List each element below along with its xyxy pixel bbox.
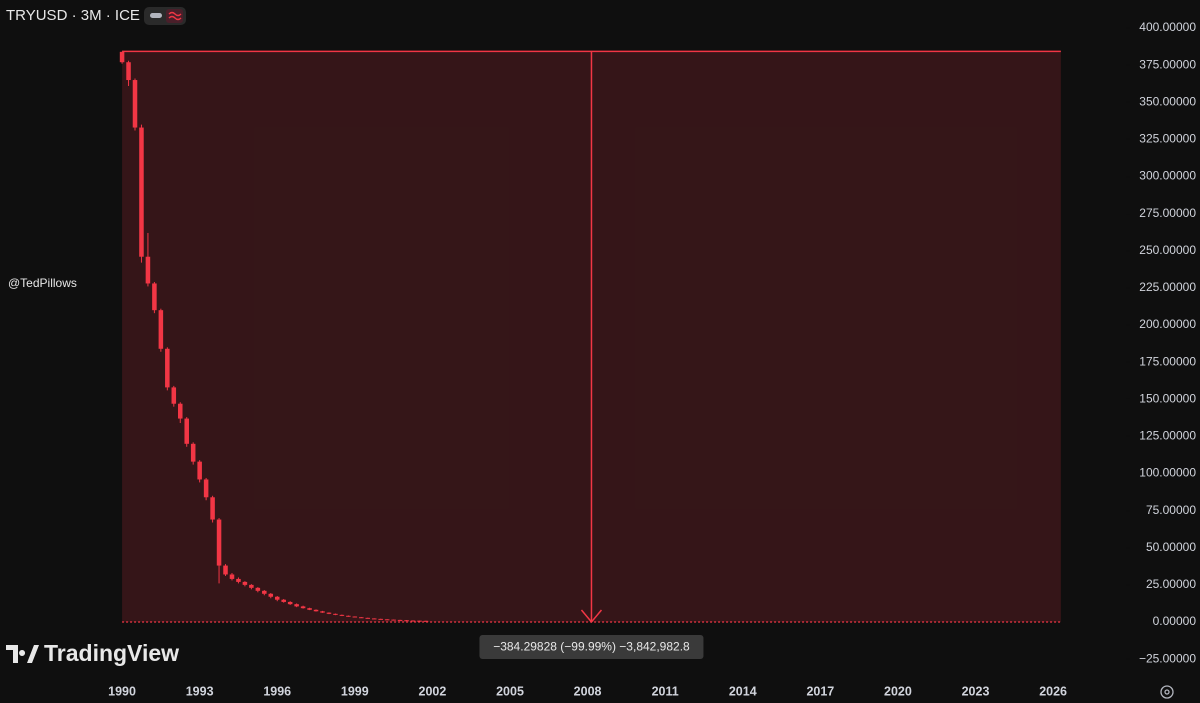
candle-body [171,387,177,404]
candle-body [197,461,202,480]
x-tick-label: 2005 [496,684,524,698]
watermark: @TedPillows [8,276,77,290]
candle-body [158,310,164,349]
candle-body [417,620,422,622]
candle-body [132,80,138,128]
x-tick-label: 2014 [729,684,757,698]
candle-body [242,581,248,585]
measure-label: −384.29828 (−99.99%) −3,842,982.8 [493,640,690,654]
y-tick-label: 400.00000 [1139,20,1196,34]
x-tick-label: 2023 [962,684,990,698]
candle-body [236,578,241,582]
candle-body [281,599,286,602]
y-tick-label: −25.00000 [1139,651,1196,665]
candle-body [339,614,345,616]
candle-body [210,497,215,520]
brand-logo: TradingView [6,640,179,666]
measure-arrowhead [580,609,603,624]
candle-body [152,283,157,311]
candle-body [139,127,144,257]
candle-body [397,619,403,621]
candle-body [229,574,235,579]
y-tick-label: 200.00000 [1139,317,1196,331]
candle-body [384,619,390,621]
x-tick-label: 2020 [884,684,912,698]
x-tick-label: 2017 [806,684,834,698]
candle-body [255,587,261,591]
candle-body [249,584,254,588]
y-tick-label: 100.00000 [1139,466,1196,480]
candle-body [294,604,299,607]
candle-body [352,616,358,618]
candle-body [365,617,371,619]
x-tick-label: 1990 [108,684,136,698]
y-tick-label: 175.00000 [1139,354,1196,368]
y-tick-label: 375.00000 [1139,57,1196,71]
candle-body [268,593,274,597]
candle-body [359,617,364,619]
y-tick-label: 0.00000 [1153,614,1197,628]
legend-toggles[interactable] [144,7,186,25]
y-tick-label: 25.00000 [1146,577,1196,591]
y-tick-label: 275.00000 [1139,206,1196,220]
candle-body [333,613,338,615]
candle-body [262,590,267,594]
candle-body [126,62,131,81]
x-tick-label: 2026 [1039,684,1067,698]
candle-body [423,620,429,622]
candle-body [371,618,377,620]
y-tick-label: 350.00000 [1139,94,1196,108]
y-tick-label: 125.00000 [1139,429,1196,443]
candle-body [313,609,319,612]
x-tick-label: 2008 [574,684,602,698]
x-tick-label: 2002 [419,684,447,698]
brand-name: TradingView [44,640,179,666]
candle-body [177,403,183,419]
y-tick-label: 225.00000 [1139,280,1196,294]
candle-body [145,256,151,284]
candle-body [274,596,280,600]
y-tick-label: 300.00000 [1139,169,1196,183]
candle-body [223,565,228,575]
chart-title: TRYUSD · 3M · ICE [6,7,140,24]
candle-body [391,619,396,621]
candle-body [307,608,312,610]
candle-body [190,443,196,462]
candle-body [404,620,409,622]
settings-icon[interactable] [1160,685,1174,699]
x-tick-label: 2011 [652,684,679,698]
candle-body [184,418,189,444]
candle-body [119,51,125,63]
candle-body [165,348,170,388]
y-tick-label: 75.00000 [1146,503,1196,517]
y-tick-label: 150.00000 [1139,391,1196,405]
candle-body [216,519,222,566]
candle-body [203,479,209,498]
y-tick-label: 325.00000 [1139,132,1196,146]
candle-body [326,612,332,614]
x-tick-label: 1996 [263,684,291,698]
candle-body [378,618,383,620]
candle-body [320,611,325,613]
candle-body [346,615,351,617]
x-tick-label: 1999 [341,684,369,698]
y-tick-label: 50.00000 [1146,540,1196,554]
candle-body [287,601,293,605]
x-tick-label: 1993 [186,684,214,698]
candle-body [410,620,416,622]
y-tick-label: 250.00000 [1139,243,1196,257]
measure-label-bg [479,634,704,659]
candle-body [300,606,306,609]
